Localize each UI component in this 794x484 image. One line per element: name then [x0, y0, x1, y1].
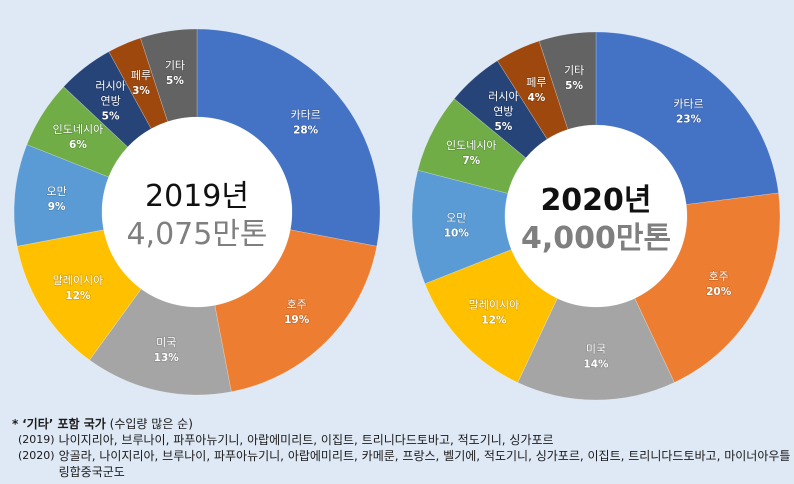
donut-slice — [26, 86, 129, 178]
center-year-label: 2019년 — [145, 179, 249, 214]
footnote-heading: ‘기타’ 포함 국가 — [22, 417, 106, 431]
footnote-year: (2020) — [18, 449, 55, 462]
slice-label: 호주 — [709, 270, 729, 283]
slice-percent-label: 5% — [102, 111, 120, 123]
donut-chart-2019: 카타르 28% 호주 19% 미국 13% 말레이시아 12% 오만 9% 인도네시아 6% 러시아연방… — [13, 28, 381, 396]
slice-label: 러시아 — [488, 90, 518, 103]
donut-chart-2020: 카타르 23% 호주 20% 미국 14% 말레이시아 12% 오만 10% 인도네시아 7% 러시아연… — [411, 31, 781, 401]
slice-percent-label: 20% — [706, 286, 732, 298]
slice-label: 카타르 — [290, 109, 320, 122]
donut-center — [102, 117, 292, 307]
slice-label: 오만 — [446, 211, 466, 224]
slice-label: 카타르 — [673, 97, 703, 110]
slice-percent-label: 19% — [284, 314, 310, 326]
slice-label: 연방 — [493, 105, 513, 118]
slice-percent-label: 4% — [527, 92, 545, 104]
lng-import-donut-charts: 카타르28%호주19%미국13%말레이시아12%오만9%인도네시아6%러시아연방… — [13, 28, 781, 401]
footnote-row-2020: (2020) 앙골라, 나이지리아, 브루나이, 파푸아뉴기니, 아랍에미리트,… — [12, 448, 792, 480]
slice-label: 말레이시아 — [53, 274, 104, 287]
slice-label: 미국 — [156, 336, 176, 349]
slice-label: 호주 — [287, 298, 307, 311]
footnote-row-2019: (2019) 나이지리아, 브루나이, 파푸아뉴기니, 아랍에미리트, 이집트,… — [12, 432, 792, 448]
slice-label: 기타 — [165, 59, 185, 72]
slice-percent-label: 14% — [583, 359, 609, 371]
slice-percent-label: 5% — [565, 80, 583, 92]
slice-percent-label: 9% — [48, 201, 66, 213]
center-year-label: 2020년 — [540, 183, 651, 218]
slice-label: 페루 — [131, 69, 151, 82]
slice-percent-label: 10% — [444, 227, 470, 239]
donut-center — [505, 125, 687, 307]
slice-percent-label: 13% — [154, 352, 180, 364]
slice-percent-label: 23% — [676, 113, 702, 125]
slice-label: 오만 — [47, 185, 67, 198]
footnote-bullet: * — [12, 417, 19, 431]
slice-percent-label: 12% — [65, 290, 91, 302]
footnote-title: * ‘기타’ 포함 국가 (수입량 많은 순) — [12, 416, 792, 432]
footnote: * ‘기타’ 포함 국가 (수입량 많은 순) (2019) 나이지리아, 브루… — [12, 416, 792, 480]
slice-percent-label: 12% — [481, 314, 507, 326]
slice-label: 인도네시아 — [53, 123, 104, 136]
footnote-subheading: (수입량 많은 순) — [109, 417, 193, 431]
footnote-countries: 나이지리아, 브루나이, 파푸아뉴기니, 아랍에미리트, 이집트, 트리니다드토… — [58, 433, 554, 447]
slice-percent-label: 6% — [69, 139, 87, 151]
slice-percent-label: 28% — [293, 125, 319, 137]
slice-label: 말레이시아 — [469, 298, 520, 311]
slice-label: 기타 — [564, 64, 584, 77]
footnote-year: (2019) — [18, 433, 55, 446]
slice-label: 페루 — [526, 76, 546, 89]
slice-percent-label: 5% — [166, 75, 184, 87]
slice-label: 연방 — [100, 95, 120, 108]
slice-percent-label: 7% — [462, 155, 480, 167]
slice-label: 미국 — [586, 343, 606, 356]
footnote-countries: 앙골라, 나이지리아, 브루나이, 파푸아뉴기니, 아랍에미리트, 카메룬, 프… — [58, 449, 791, 479]
slice-percent-label: 3% — [132, 85, 150, 97]
center-amount-label: 4,000만톤 — [521, 221, 671, 256]
slice-label: 인도네시아 — [446, 139, 497, 152]
slice-label: 러시아 — [95, 80, 125, 93]
center-amount-label: 4,075만톤 — [126, 217, 267, 252]
slice-percent-label: 5% — [495, 121, 513, 133]
